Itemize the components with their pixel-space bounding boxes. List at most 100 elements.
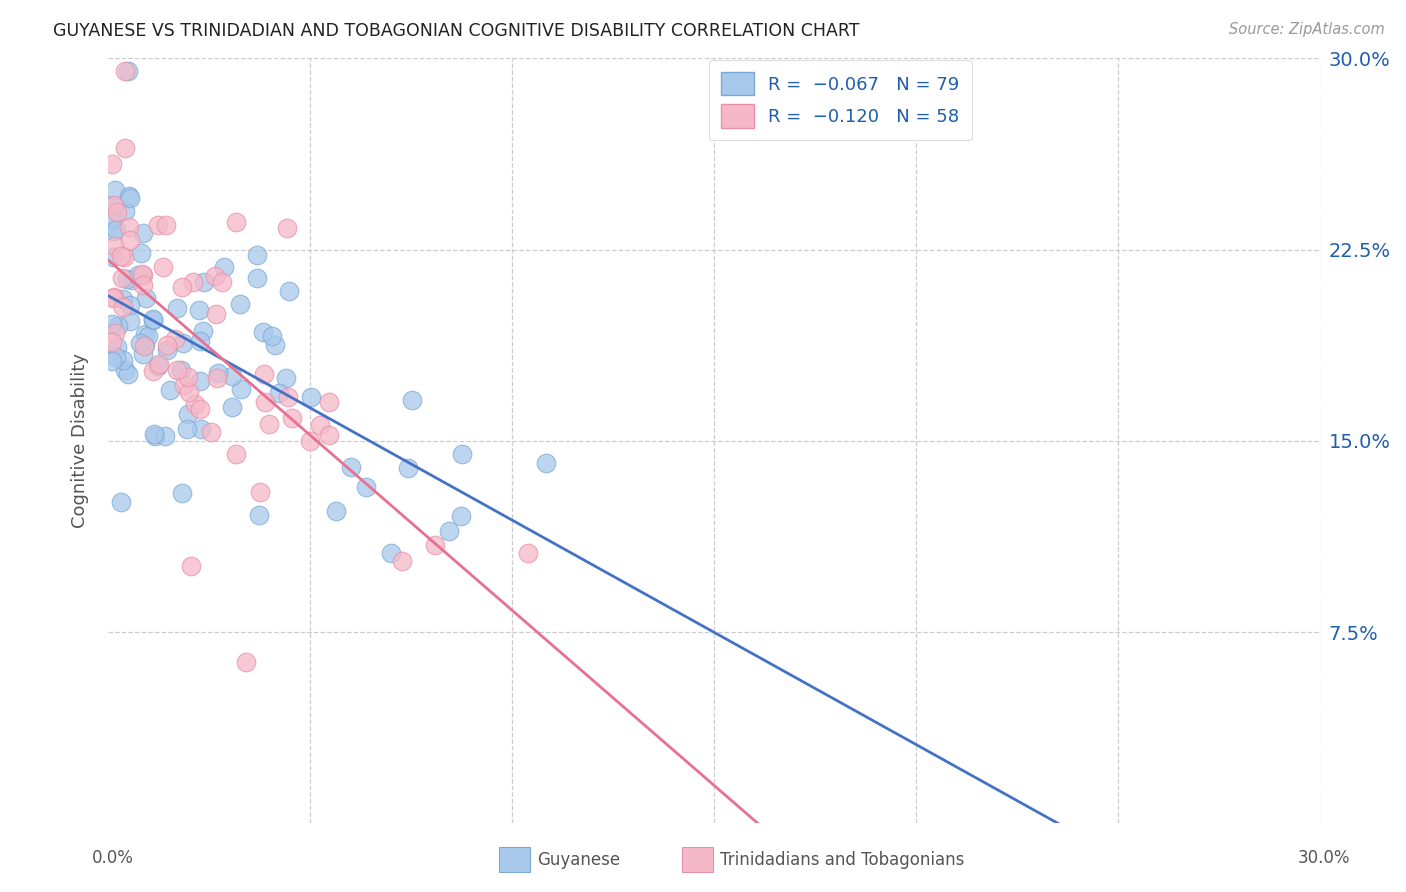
Point xyxy=(221,401,243,415)
Point xyxy=(120,234,142,248)
Point xyxy=(398,461,420,475)
Point xyxy=(177,407,200,421)
Point xyxy=(229,382,252,396)
Point xyxy=(188,374,211,388)
Point xyxy=(101,335,124,350)
Point xyxy=(132,278,155,293)
Point xyxy=(437,524,460,538)
Point xyxy=(104,238,127,252)
Point xyxy=(354,480,377,494)
Point xyxy=(246,271,269,285)
Point xyxy=(132,347,155,361)
Point xyxy=(142,364,165,378)
Point xyxy=(229,297,252,311)
Point xyxy=(146,218,169,232)
Point xyxy=(183,397,205,411)
Point xyxy=(450,509,472,524)
Point xyxy=(309,417,332,432)
Point xyxy=(101,198,124,212)
Point xyxy=(101,250,124,264)
Point xyxy=(117,189,139,203)
Point xyxy=(115,271,138,285)
Point xyxy=(104,183,127,197)
Point xyxy=(176,422,198,436)
Point xyxy=(143,427,166,442)
Point xyxy=(188,334,211,349)
Point xyxy=(325,504,347,518)
Point xyxy=(318,427,340,442)
Point xyxy=(111,271,134,285)
Point xyxy=(163,332,186,346)
Point xyxy=(153,428,176,442)
Point xyxy=(105,205,128,219)
Point xyxy=(110,495,132,509)
Point xyxy=(166,301,188,316)
Point xyxy=(136,329,159,343)
Point xyxy=(101,317,124,331)
Point xyxy=(517,546,540,560)
Point xyxy=(120,314,142,328)
Point xyxy=(225,215,247,229)
Point xyxy=(132,268,155,283)
Point xyxy=(134,326,156,341)
Point xyxy=(249,485,271,500)
Point xyxy=(142,311,165,326)
Point xyxy=(281,411,304,425)
Point xyxy=(401,392,423,407)
Point xyxy=(117,368,139,382)
Point xyxy=(103,291,125,305)
Point xyxy=(101,353,124,368)
Text: Trinidadians and Tobagonians: Trinidadians and Tobagonians xyxy=(720,851,965,869)
Point xyxy=(188,402,211,417)
Point xyxy=(135,291,157,305)
Point xyxy=(318,394,340,409)
Point xyxy=(177,384,200,399)
Point xyxy=(277,390,299,404)
Text: 30.0%: 30.0% xyxy=(1298,849,1350,867)
Point xyxy=(172,279,194,293)
Point xyxy=(214,260,236,275)
Point xyxy=(131,267,153,281)
Point xyxy=(204,268,226,283)
Point xyxy=(276,371,298,385)
Point xyxy=(118,297,141,311)
Point xyxy=(156,338,179,352)
Legend: R =  −0.067   N = 79, R =  −0.120   N = 58: R = −0.067 N = 79, R = −0.120 N = 58 xyxy=(709,60,972,140)
Point xyxy=(425,538,447,552)
Point xyxy=(257,417,280,431)
Point xyxy=(247,508,270,522)
Point xyxy=(173,378,195,392)
Point xyxy=(112,292,135,306)
Point xyxy=(299,390,322,404)
Point xyxy=(180,559,202,574)
Point xyxy=(252,326,274,340)
Point xyxy=(253,367,276,381)
Point xyxy=(104,350,127,364)
Point xyxy=(155,343,177,358)
Point xyxy=(451,448,474,462)
Point xyxy=(254,394,277,409)
Point xyxy=(120,191,142,205)
Point xyxy=(142,312,165,326)
Point xyxy=(159,384,181,398)
Point xyxy=(105,340,128,354)
Point xyxy=(211,275,233,289)
Point xyxy=(129,336,152,351)
Point xyxy=(103,290,125,304)
Point xyxy=(112,250,135,264)
Point xyxy=(339,459,361,474)
Point xyxy=(534,456,557,470)
Point xyxy=(103,198,125,212)
Point xyxy=(170,363,193,377)
Point xyxy=(132,339,155,353)
Text: 0.0%: 0.0% xyxy=(91,849,134,867)
Y-axis label: Cognitive Disability: Cognitive Disability xyxy=(72,353,89,528)
Point xyxy=(207,366,229,380)
Point xyxy=(190,422,212,436)
Point xyxy=(267,386,290,401)
Point xyxy=(152,260,174,275)
Point xyxy=(111,300,134,314)
Point xyxy=(191,324,214,338)
Point xyxy=(134,337,156,351)
Point xyxy=(221,368,243,383)
